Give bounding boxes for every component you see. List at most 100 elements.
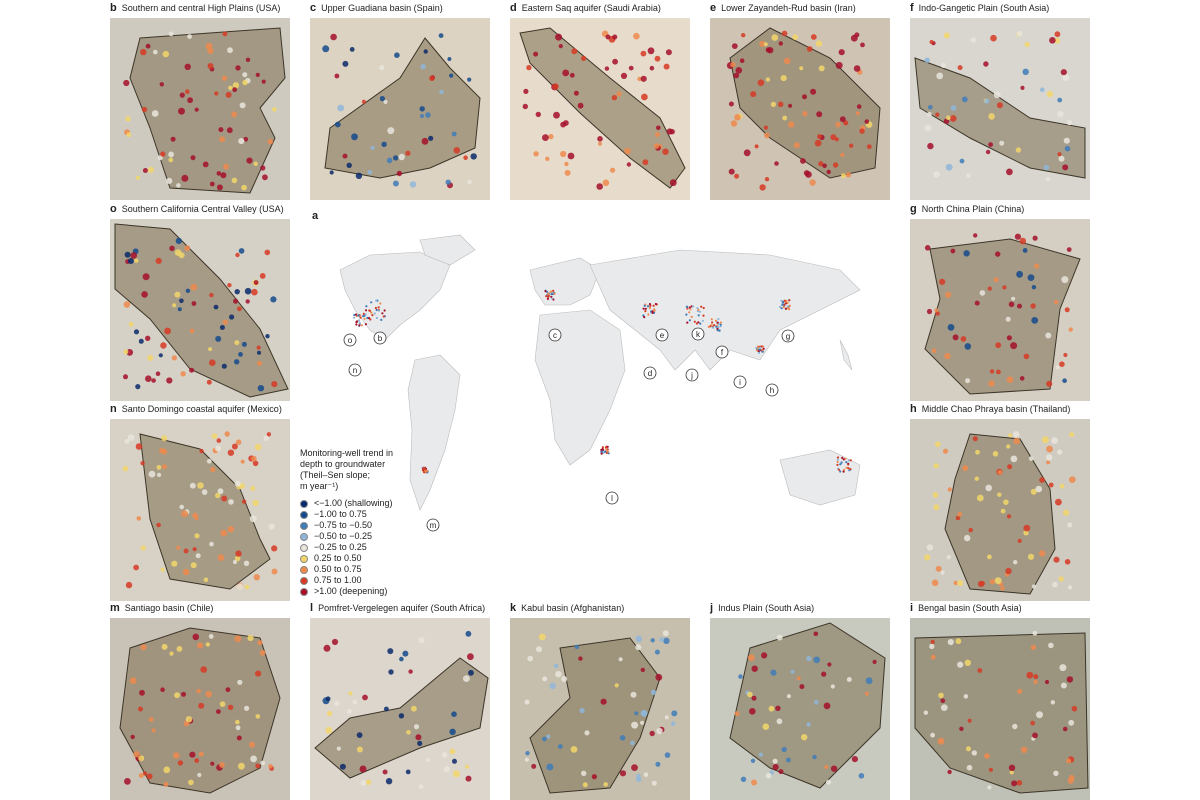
well-point (836, 458, 839, 461)
well-point (770, 669, 777, 676)
well-point (733, 72, 740, 79)
well-point (163, 766, 171, 774)
well-point (635, 635, 643, 643)
well-point (818, 161, 824, 167)
well-point (1039, 477, 1045, 483)
well-point (950, 248, 956, 254)
well-point (1022, 248, 1028, 253)
well-point (234, 555, 241, 562)
well-point (268, 764, 273, 769)
well-point (546, 734, 551, 739)
well-point (546, 763, 554, 771)
well-point (1020, 85, 1025, 90)
legend-swatch (300, 554, 308, 563)
region-marker-label: h (770, 386, 774, 395)
well-point (142, 168, 148, 173)
well-point (619, 770, 627, 777)
well-point (985, 484, 992, 492)
well-point (362, 315, 365, 318)
well-point (1030, 303, 1036, 309)
well-point (1028, 456, 1034, 461)
well-point (425, 112, 431, 118)
well-point (545, 156, 550, 161)
well-point (197, 642, 204, 649)
well-point (190, 155, 196, 161)
region-marker-label: l (611, 494, 613, 503)
well-point (648, 303, 652, 306)
well-point (1014, 233, 1021, 240)
well-point (561, 676, 568, 682)
well-point (244, 584, 250, 590)
region-marker-label: k (696, 330, 701, 339)
well-point (582, 782, 588, 788)
well-point (579, 707, 585, 714)
well-point (830, 765, 838, 772)
well-point (129, 677, 137, 685)
well-point (452, 758, 457, 764)
well-point (247, 634, 254, 642)
well-point (225, 91, 232, 98)
well-point (227, 283, 232, 288)
well-point (560, 121, 566, 128)
well-point (697, 308, 700, 311)
well-point (1043, 164, 1050, 171)
well-point (717, 317, 720, 321)
well-point (1069, 432, 1075, 438)
well-point (612, 58, 618, 65)
basin-boundary (114, 223, 289, 398)
well-point (525, 751, 530, 756)
well-point (164, 327, 171, 335)
well-point (1041, 436, 1049, 444)
well-point (408, 669, 413, 674)
well-point (866, 144, 872, 150)
well-point (738, 674, 743, 679)
well-point (185, 716, 193, 723)
well-point (1006, 514, 1012, 519)
well-point (140, 48, 147, 56)
well-point (997, 492, 1002, 497)
well-point (325, 726, 333, 734)
well-point (221, 363, 227, 369)
well-point (644, 310, 647, 313)
region-marker-label: n (353, 366, 357, 375)
well-point (782, 115, 788, 121)
well-point (124, 251, 131, 258)
well-point (842, 470, 845, 473)
well-point (734, 114, 741, 121)
well-point (1059, 483, 1065, 489)
well-point (983, 61, 989, 67)
well-point (651, 780, 657, 786)
well-point (809, 179, 816, 186)
well-point (846, 677, 852, 682)
well-point (388, 669, 394, 675)
well-point (353, 313, 356, 317)
legend-swatch (300, 499, 308, 508)
well-point (662, 630, 669, 637)
well-point (959, 158, 965, 164)
well-point (533, 51, 539, 57)
legend-label: −1.00 to 0.75 (314, 509, 367, 519)
well-point (964, 343, 972, 350)
well-point (257, 640, 263, 646)
well-point (759, 40, 766, 47)
well-point (127, 434, 135, 441)
well-point (124, 438, 130, 444)
well-point (209, 541, 214, 547)
well-point (786, 694, 791, 699)
well-point (963, 694, 969, 699)
well-point (545, 295, 548, 298)
well-point (1045, 454, 1053, 461)
well-point (759, 184, 766, 191)
well-point (203, 577, 209, 583)
well-point (926, 308, 933, 315)
well-point (138, 338, 144, 344)
legend-label: −0.25 to 0.25 (314, 542, 367, 552)
well-point (842, 458, 845, 461)
well-point (205, 642, 210, 647)
well-point (823, 702, 831, 710)
well-point (788, 299, 791, 302)
well-point (169, 651, 174, 656)
legend-item: −0.25 to 0.25 (300, 542, 440, 553)
well-point (151, 110, 159, 117)
well-point (933, 504, 940, 511)
